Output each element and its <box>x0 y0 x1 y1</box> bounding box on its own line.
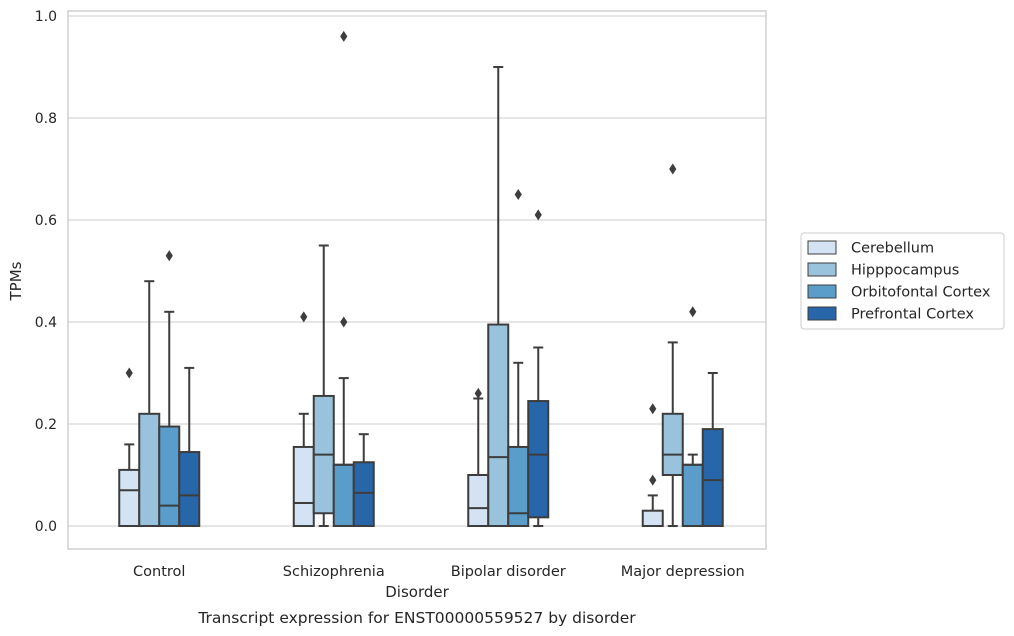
box-2-cat-4 <box>661 163 684 527</box>
box-1-cat-4 <box>641 403 664 528</box>
x-tick-label: Schizophrenia <box>283 564 385 580</box>
x-tick-labels: Control Schizophrenia Bipolar disorder Majo… <box>133 564 745 580</box>
outlier-point <box>689 306 697 318</box>
box-4-cat-3 <box>527 209 550 527</box>
x-tick-label: Bipolar disorder <box>451 564 566 580</box>
y-axis-label: TPMs <box>7 261 25 301</box>
box-1-cat-3 <box>467 387 490 527</box>
outlier-point <box>125 367 133 379</box>
legend-swatch <box>807 284 837 299</box>
box-body <box>292 445 315 528</box>
box-3-cat-3 <box>507 189 530 528</box>
y-tick-label: 0.6 <box>35 213 57 229</box>
box-1-cat-2 <box>292 311 315 528</box>
outlier-point <box>165 250 173 262</box>
box-series <box>118 30 724 528</box>
x-tick-label: Major depression <box>621 564 745 580</box>
y-tick-label: 0.0 <box>35 519 57 535</box>
legend-swatch <box>807 306 837 321</box>
legend-label: Cerebellum <box>851 241 934 257</box>
outlier-point <box>340 30 348 42</box>
legend-label: Orbitofontal Cortex <box>851 285 991 301</box>
box-body <box>661 412 684 476</box>
box-4-cat-4 <box>701 372 724 528</box>
legend-swatch <box>807 262 837 277</box>
chart-caption: Transcript expression for ENST0000055952… <box>197 609 636 627</box>
outlier-point <box>669 163 677 175</box>
y-tick-label: 1.0 <box>35 9 57 25</box>
box-3-cat-2 <box>332 30 355 527</box>
y-tick-label: 0.8 <box>35 111 57 127</box>
box-3-cat-1 <box>158 250 181 527</box>
y-tick-label: 0.2 <box>35 417 57 433</box>
y-tick-labels: 0.0 0.2 0.4 0.6 0.8 1.0 <box>35 9 57 535</box>
box-body <box>467 474 490 527</box>
box-body <box>487 323 510 527</box>
box-body <box>527 400 550 519</box>
box-body <box>681 463 704 527</box>
outlier-point <box>649 474 657 486</box>
outlier-point <box>340 316 348 328</box>
box-body <box>701 428 724 528</box>
box-body <box>352 461 375 527</box>
legend-label: Hipppocampus <box>851 263 959 279</box>
box-2-cat-3 <box>487 66 510 527</box>
legend-frame <box>800 232 1005 330</box>
box-2-cat-1 <box>138 280 161 527</box>
box-body <box>641 509 664 528</box>
outlier-point <box>649 403 657 415</box>
legend: Cerebellum Hipppocampus Orbitofontal Corte… <box>800 232 1005 330</box>
box-body <box>178 451 201 527</box>
box-body <box>118 468 141 527</box>
legend-swatch <box>807 240 837 255</box>
plot-frame <box>67 10 767 550</box>
box-body <box>332 463 355 527</box>
box-body <box>138 412 161 527</box>
x-axis-label: Disorder <box>385 583 449 601</box>
outlier-point <box>474 387 482 399</box>
box-body <box>158 425 181 527</box>
outlier-point <box>300 311 308 323</box>
x-tick-label: Control <box>133 564 185 580</box>
box-4-cat-2 <box>352 433 375 527</box>
y-tick-label: 0.4 <box>35 315 57 331</box>
outlier-point <box>514 189 522 200</box>
box-2-cat-2 <box>312 244 335 527</box>
box-1-cat-1 <box>118 367 141 527</box>
outlier-point <box>534 209 542 221</box>
legend-label: Prefrontal Cortex <box>851 307 974 323</box>
box-3-cat-4 <box>681 306 704 527</box>
axes <box>67 10 767 550</box>
box-4-cat-1 <box>178 366 201 527</box>
